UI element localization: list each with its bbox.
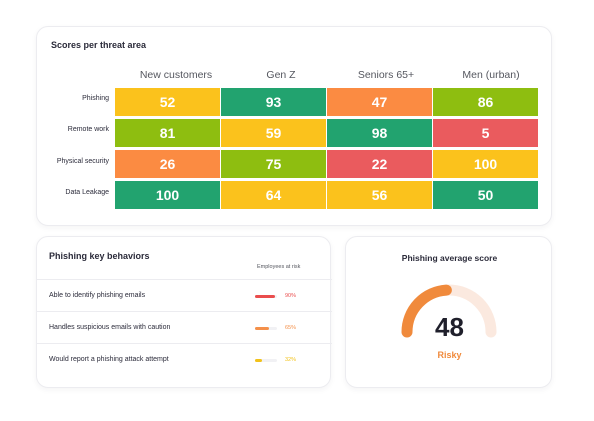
heatmap-cell[interactable]: 100 bbox=[433, 150, 538, 178]
employees-at-risk-header: Employees at risk bbox=[257, 264, 301, 270]
heatmap-cell[interactable]: 98 bbox=[327, 119, 432, 147]
row-label-phishing: Phishing bbox=[82, 95, 109, 102]
heatmap-cell[interactable]: 22 bbox=[327, 150, 432, 178]
score-gauge bbox=[401, 284, 497, 338]
heatmap-cell[interactable]: 59 bbox=[221, 119, 326, 147]
column-header-seniors: Seniors 65+ bbox=[357, 69, 415, 81]
heatmap-cell[interactable]: 26 bbox=[115, 150, 220, 178]
heatmap-cell[interactable]: 75 bbox=[221, 150, 326, 178]
score-value: 48 bbox=[435, 312, 464, 342]
heatmap-cell[interactable]: 86 bbox=[433, 88, 538, 116]
heatmap-cell[interactable]: 50 bbox=[433, 181, 538, 209]
behavior-label: Able to identify phishing emails bbox=[49, 292, 146, 299]
column-header-gen-z: Gen Z bbox=[266, 69, 296, 81]
heatmap-cell[interactable]: 64 bbox=[221, 181, 326, 209]
gauge-fill bbox=[401, 284, 452, 338]
heatmap-cell[interactable]: 47 bbox=[327, 88, 432, 116]
column-header-new-customers: New customers bbox=[139, 69, 213, 81]
score-title: Phishing average score bbox=[401, 253, 498, 263]
score-status: Risky bbox=[437, 350, 462, 360]
risk-bar-track bbox=[255, 295, 277, 298]
column-header-men-urban: Men (urban) bbox=[462, 69, 520, 81]
heatmap-cell[interactable]: 100 bbox=[115, 181, 220, 209]
threat-scores-card: Scores per threat area New customers Gen… bbox=[36, 26, 552, 226]
heatmap-cell[interactable]: 81 bbox=[115, 119, 220, 147]
heatmap-cell[interactable]: 56 bbox=[327, 181, 432, 209]
heatmap-cell[interactable]: 52 bbox=[115, 88, 220, 116]
risk-bar-track bbox=[255, 359, 277, 362]
average-score-card: Phishing average score 48 Risky bbox=[345, 236, 552, 388]
behavior-row[interactable]: Able to identify phishing emails 90% bbox=[37, 279, 332, 311]
risk-bar-fill bbox=[255, 359, 263, 362]
risk-bar-track bbox=[255, 327, 277, 330]
risk-bar-fill bbox=[255, 295, 275, 298]
risk-percent: 32% bbox=[285, 357, 297, 363]
row-label-data-leakage: Data Leakage bbox=[65, 189, 109, 196]
row-label-physical-security: Physical security bbox=[56, 158, 109, 165]
heatmap-cell[interactable]: 5 bbox=[433, 119, 538, 147]
behavior-row[interactable]: Would report a phishing attack attempt 3… bbox=[37, 343, 332, 375]
behavior-row[interactable]: Handles suspicious emails with caution 6… bbox=[37, 311, 332, 343]
heatmap-cell[interactable]: 93 bbox=[221, 88, 326, 116]
risk-bar-fill bbox=[255, 327, 270, 330]
phishing-behaviors-card: Phishing key behaviors Employees at risk… bbox=[36, 236, 332, 388]
behavior-label: Handles suspicious emails with caution bbox=[49, 324, 171, 331]
behaviors-title: Phishing key behaviors bbox=[49, 251, 150, 261]
row-label-remote-work: Remote work bbox=[67, 126, 109, 133]
risk-percent: 65% bbox=[285, 325, 297, 331]
heatmap-title: Scores per threat area bbox=[51, 40, 147, 50]
risk-percent: 90% bbox=[285, 293, 297, 299]
behavior-label: Would report a phishing attack attempt bbox=[49, 356, 169, 363]
